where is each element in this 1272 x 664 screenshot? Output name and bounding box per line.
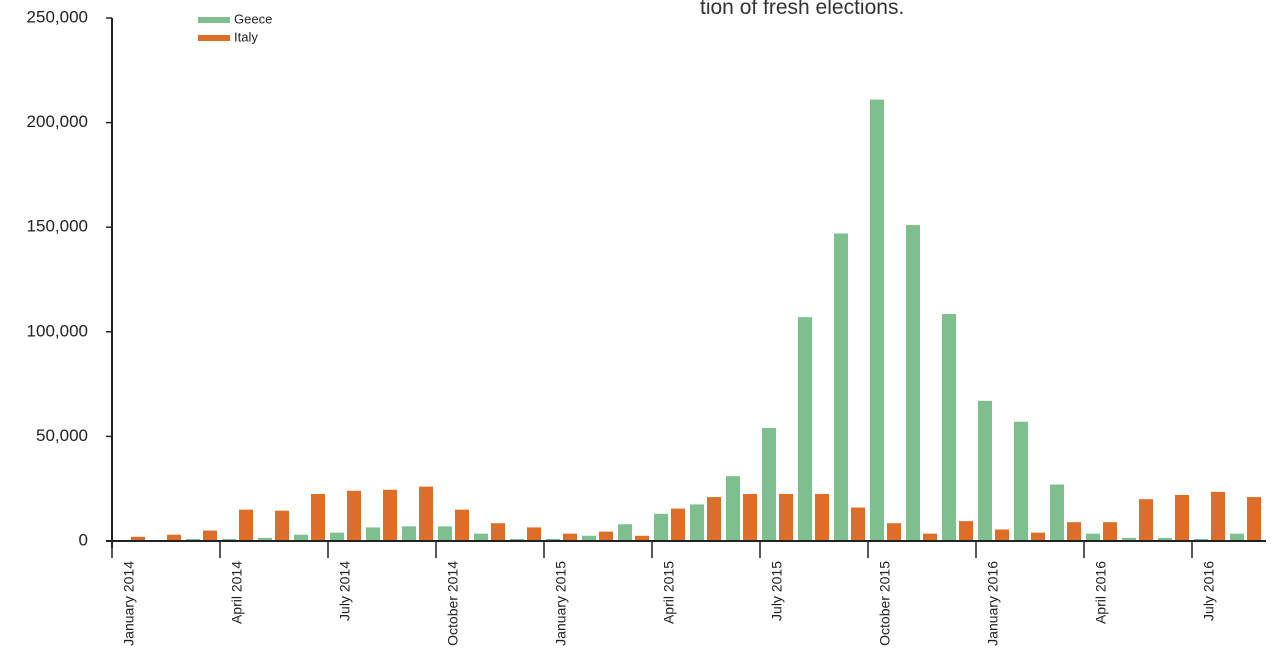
bar	[779, 493, 793, 541]
bar	[1031, 532, 1045, 541]
bar	[1103, 522, 1117, 541]
bar	[798, 317, 812, 541]
bar	[239, 509, 253, 541]
bar	[726, 476, 740, 541]
x-tick-label: October 2014	[445, 561, 461, 646]
x-tick-label: October 2015	[877, 561, 893, 646]
bar	[330, 532, 344, 541]
x-tick-label: April 2015	[661, 561, 677, 624]
y-tick-label: 250,000	[27, 7, 88, 26]
legend-label: Geece	[234, 11, 272, 26]
bar	[906, 225, 920, 541]
bar	[1067, 522, 1081, 541]
x-tick-label: July 2016	[1201, 561, 1217, 621]
x-tick-label: April 2016	[1093, 561, 1109, 624]
x-tick-label: January 2016	[985, 561, 1001, 646]
bar	[491, 523, 505, 541]
x-tick-label: April 2014	[229, 561, 245, 624]
bar	[294, 534, 308, 541]
bar	[887, 523, 901, 541]
bar	[762, 428, 776, 541]
bar	[690, 504, 704, 541]
bar	[527, 527, 541, 541]
bar	[1086, 533, 1100, 541]
bar	[995, 529, 1009, 541]
bar	[1139, 499, 1153, 541]
bar	[402, 526, 416, 541]
bar	[1122, 537, 1136, 541]
bar	[1194, 538, 1208, 541]
legend-label: Italy	[234, 29, 258, 44]
y-tick-label: 200,000	[27, 112, 88, 131]
bar	[203, 530, 217, 541]
bar	[923, 533, 937, 541]
bar	[599, 531, 613, 541]
x-tick-label: July 2014	[337, 561, 353, 621]
bar	[563, 533, 577, 541]
bar	[743, 493, 757, 541]
y-tick-label: 150,000	[27, 217, 88, 236]
bar	[1158, 537, 1172, 541]
bar	[510, 538, 524, 541]
bar	[635, 535, 649, 541]
bar	[942, 314, 956, 541]
bar	[1050, 484, 1064, 541]
bar	[582, 535, 596, 541]
bar	[455, 509, 469, 541]
bar	[1211, 491, 1225, 541]
bar	[654, 513, 668, 541]
legend-swatch	[198, 17, 230, 23]
bar	[438, 526, 452, 541]
bar	[707, 497, 721, 541]
bar	[167, 534, 181, 541]
bar	[383, 489, 397, 541]
bar	[258, 537, 272, 541]
bar	[347, 490, 361, 541]
bar	[546, 538, 560, 541]
bar	[474, 533, 488, 541]
bar	[131, 536, 145, 541]
bar	[419, 486, 433, 541]
y-tick-label: 0	[79, 530, 88, 549]
bar	[1230, 533, 1244, 541]
bar	[671, 508, 685, 541]
x-tick-label: January 2014	[121, 561, 137, 646]
bar	[186, 538, 200, 541]
bar	[870, 99, 884, 541]
bar	[311, 493, 325, 541]
bar	[618, 524, 632, 541]
y-tick-label: 100,000	[27, 321, 88, 340]
bar	[815, 493, 829, 541]
bar	[834, 233, 848, 541]
bar	[275, 510, 289, 541]
x-tick-label: July 2015	[769, 561, 785, 621]
annotation: tion of fresh elections.	[700, 0, 904, 19]
bar	[366, 527, 380, 541]
bar	[959, 521, 973, 541]
x-tick-label: January 2015	[553, 561, 569, 646]
bar	[1175, 494, 1189, 541]
bar	[1014, 421, 1028, 541]
bar	[1247, 497, 1261, 541]
bar	[222, 538, 236, 541]
bar	[978, 400, 992, 541]
legend-swatch	[198, 35, 230, 41]
y-tick-label: 50,000	[36, 426, 88, 445]
bar	[851, 507, 865, 541]
